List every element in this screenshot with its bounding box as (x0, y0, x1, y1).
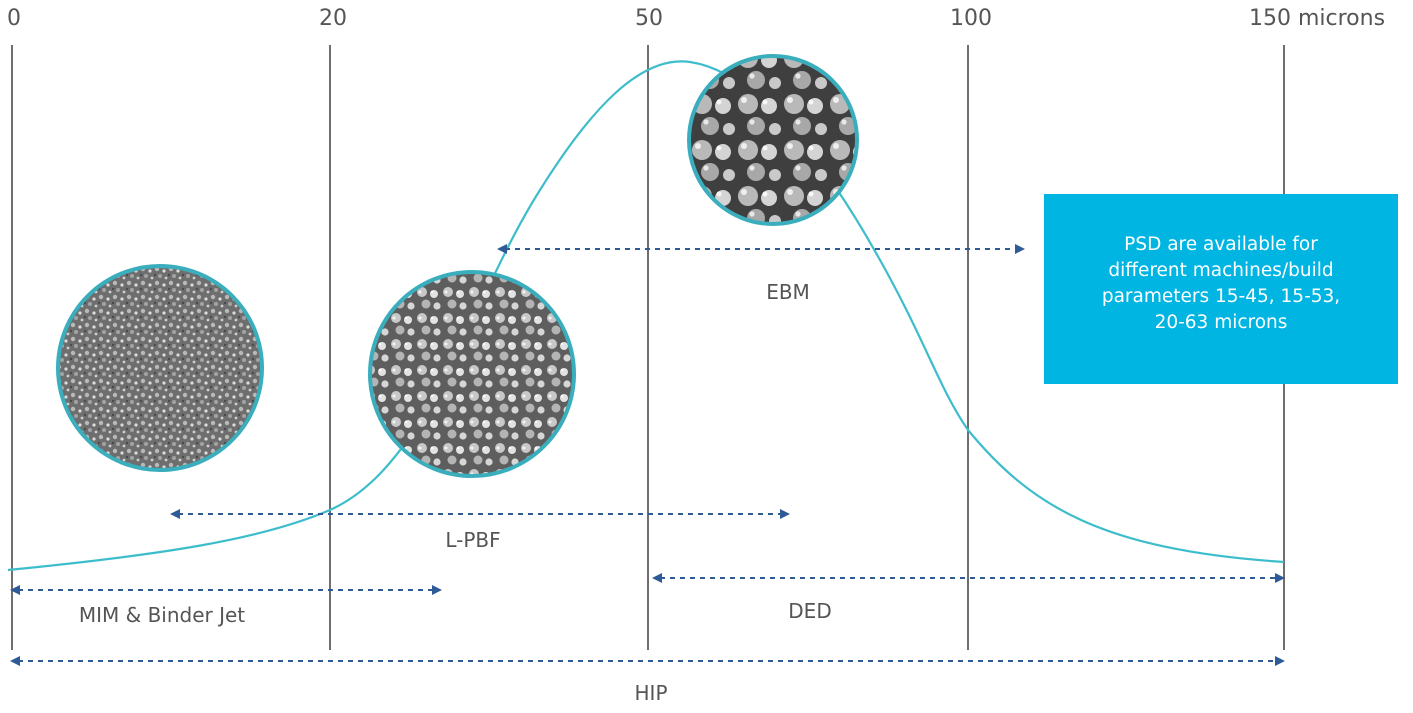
callout-line: 20-63 microns (1154, 312, 1288, 333)
arrow-ded (652, 573, 1285, 583)
callout-line: parameters 15-45, 15-53, (1101, 286, 1341, 307)
scale-tick-20: 20 (319, 6, 347, 31)
scale-tick-150: 150 microns (1249, 6, 1386, 31)
label-mim-binder-jet: MIM & Binder Jet (78, 603, 246, 627)
powder-micrograph-medium (368, 270, 576, 478)
scale-tick-100: 100 (950, 6, 992, 31)
callout-line: different machines/build (1108, 260, 1334, 281)
label-ebm: EBM (766, 280, 810, 304)
arrow-mim (10, 585, 442, 595)
scale-tick-0: 0 (7, 6, 21, 31)
label-ded: DED (788, 599, 832, 623)
arrow-hip (10, 656, 1285, 666)
label-hip: HIP (634, 681, 668, 705)
scale-tick-50: 50 (635, 6, 663, 31)
powder-micrograph-coarse (687, 54, 859, 226)
process-range-arrows (10, 244, 1285, 666)
label-lpbf: L-PBF (445, 528, 501, 552)
psd-distribution-curve (7, 60, 1285, 572)
arrow-lpbf (170, 509, 790, 519)
psd-callout-box: PSD are available for different machines… (1044, 194, 1398, 384)
callout-line: PSD are available for (1124, 234, 1318, 255)
arrow-ebm (497, 244, 1025, 254)
powder-micrograph-fine (56, 264, 264, 472)
